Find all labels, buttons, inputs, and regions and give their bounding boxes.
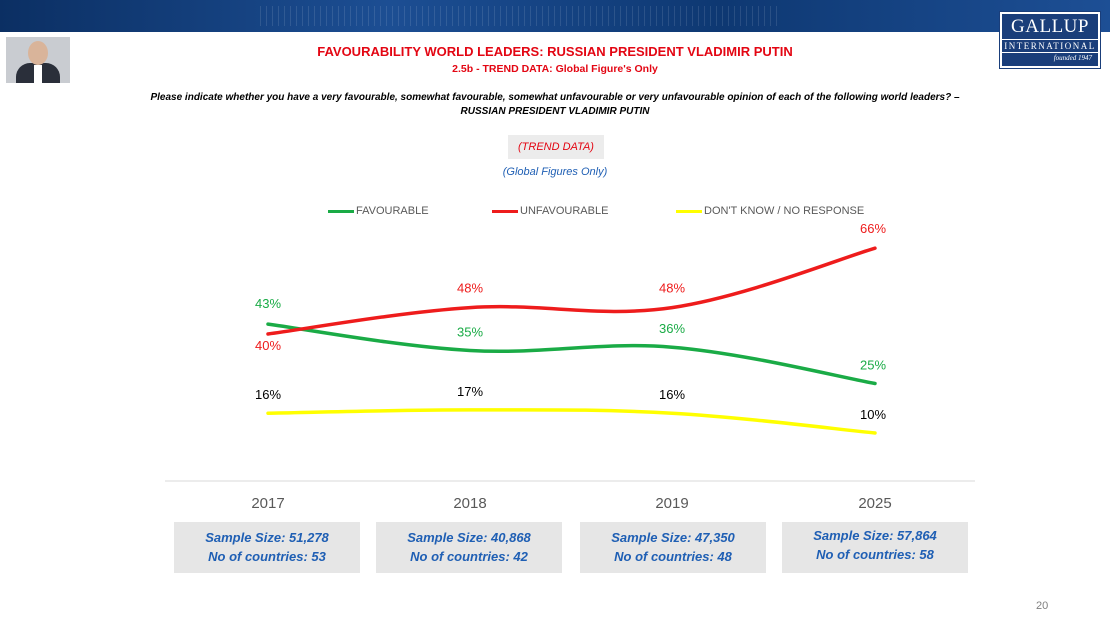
gallup-logo: GALLUP INTERNATIONAL founded 1947 bbox=[1000, 12, 1100, 68]
sample-size-2018: Sample Size: 40,868 bbox=[407, 530, 531, 545]
header-banner bbox=[0, 0, 1110, 32]
data-label-unfavourable-2019: 48% bbox=[659, 281, 685, 296]
logo-founded: founded 1947 bbox=[1053, 54, 1092, 62]
question-line-1: Please indicate whether you have a very … bbox=[150, 92, 960, 103]
series-line-dont-know bbox=[266, 408, 877, 435]
page-subtitle: 2.5b - TREND DATA: Global Figure's Only bbox=[452, 63, 658, 75]
legend-unfavourable: UNFAVOURABLE bbox=[492, 204, 608, 218]
legend-favourable-label: FAVOURABLE bbox=[356, 205, 429, 217]
legend-favourable: FAVOURABLE bbox=[328, 204, 429, 218]
sample-box-2019: Sample Size: 47,350 No of countries: 48 bbox=[580, 522, 766, 573]
sample-size-2019: Sample Size: 47,350 bbox=[611, 530, 735, 545]
sample-size-2017: Sample Size: 51,278 bbox=[205, 530, 329, 545]
data-label-favourable-2025: 25% bbox=[860, 358, 886, 373]
logo-name: GALLUP bbox=[1011, 16, 1089, 37]
leader-photo bbox=[6, 37, 70, 83]
global-figures-label: (Global Figures Only) bbox=[502, 166, 608, 178]
banner-pattern bbox=[260, 6, 780, 26]
sample-box-2017: Sample Size: 51,278 No of countries: 53 bbox=[174, 522, 360, 573]
sample-countries-2019: No of countries: 48 bbox=[614, 549, 732, 564]
legend-favourable-swatch bbox=[328, 209, 354, 213]
legend-dont-know-swatch bbox=[676, 209, 702, 213]
trend-data-label: (TREND DATA) bbox=[508, 135, 604, 159]
page-title: FAVOURABILITY WORLD LEADERS: RUSSIAN PRE… bbox=[317, 44, 793, 59]
data-label-dont-know-2019: 16% bbox=[659, 387, 685, 402]
sample-size-2025: Sample Size: 57,864 bbox=[813, 528, 937, 543]
sample-box-2018: Sample Size: 40,868 No of countries: 42 bbox=[376, 522, 562, 573]
legend-dont-know-label: DON'T KNOW / NO RESPONSE bbox=[704, 205, 865, 217]
data-label-dont-know-2025: 10% bbox=[860, 407, 886, 422]
data-label-unfavourable-2025: 66% bbox=[860, 221, 886, 236]
data-label-unfavourable-2018: 48% bbox=[457, 281, 483, 296]
sample-countries-2017: No of countries: 53 bbox=[208, 549, 326, 564]
series-line-favourable bbox=[266, 322, 877, 386]
question-line-2: RUSSIAN PRESIDENT VLADIMIR PUTIN bbox=[460, 106, 650, 117]
sample-countries-2025: No of countries: 58 bbox=[816, 547, 934, 562]
data-label-favourable-2019: 36% bbox=[659, 321, 685, 336]
survey-question: Please indicate whether you have a very … bbox=[60, 91, 1050, 119]
x-tick-label-2017: 2017 bbox=[251, 495, 284, 512]
legend-unfavourable-label: UNFAVOURABLE bbox=[520, 205, 609, 217]
data-label-favourable-2018: 35% bbox=[457, 325, 483, 340]
x-tick-label-2025: 2025 bbox=[858, 495, 891, 512]
data-label-dont-know-2018: 17% bbox=[457, 384, 483, 399]
sample-countries-2018: No of countries: 42 bbox=[410, 549, 528, 564]
legend-unfavourable-swatch bbox=[492, 209, 518, 213]
logo-subtitle: INTERNATIONAL bbox=[1002, 39, 1098, 53]
x-tick-label-2019: 2019 bbox=[655, 495, 688, 512]
series-line-unfavourable bbox=[266, 246, 877, 336]
x-tick-label-2018: 2018 bbox=[453, 495, 486, 512]
page-number: 20 bbox=[1036, 600, 1049, 612]
sample-box-2025: Sample Size: 57,864 No of countries: 58 bbox=[782, 522, 968, 573]
legend-dont-know: DON'T KNOW / NO RESPONSE bbox=[676, 204, 864, 218]
data-label-dont-know-2017: 16% bbox=[255, 387, 281, 402]
data-label-unfavourable-2017: 40% bbox=[255, 338, 281, 353]
data-label-favourable-2017: 43% bbox=[255, 296, 281, 311]
